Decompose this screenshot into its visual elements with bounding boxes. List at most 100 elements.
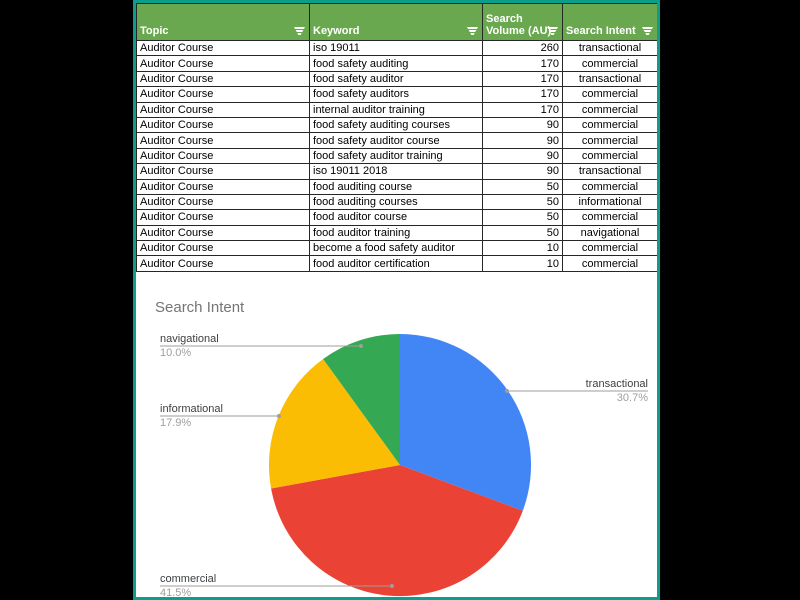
filter-icon[interactable] <box>547 27 558 35</box>
cell-volume[interactable]: 90 <box>482 116 563 134</box>
cell-volume[interactable]: 50 <box>482 178 563 195</box>
table-row: Auditor Course food auditor course 50 comme… <box>136 209 657 226</box>
cell-intent[interactable]: navigational <box>562 224 657 242</box>
pie-leader-dot <box>505 389 509 393</box>
pie-label-name: transactional <box>585 378 648 390</box>
chart-title: Search Intent <box>155 299 245 316</box>
cell-volume[interactable]: 50 <box>482 224 563 242</box>
cell-intent[interactable]: commercial <box>562 255 657 272</box>
column-header-search-volume-label: Search Volume (AU) <box>486 13 552 37</box>
cell-keyword[interactable]: internal auditor training <box>309 101 483 118</box>
cell-volume[interactable]: 170 <box>482 86 563 103</box>
filter-icon[interactable] <box>642 27 653 35</box>
cell-topic[interactable]: Auditor Course <box>136 55 310 72</box>
cell-volume[interactable]: 10 <box>482 240 563 257</box>
cell-topic[interactable]: Auditor Course <box>136 101 310 118</box>
column-header-search-volume[interactable]: Search Volume (AU) <box>482 3 563 41</box>
cell-topic[interactable]: Auditor Course <box>136 255 310 272</box>
cell-topic[interactable]: Auditor Course <box>136 163 310 180</box>
cell-topic[interactable]: Auditor Course <box>136 224 310 242</box>
pie-chart-section[interactable]: Search Intent navigational 10.0% informa… <box>139 289 657 599</box>
cell-topic[interactable]: Auditor Course <box>136 147 310 165</box>
pie-slice-navigational[interactable] <box>323 334 400 465</box>
pie-slice-transactional[interactable] <box>400 334 532 511</box>
cell-volume[interactable]: 170 <box>482 101 563 118</box>
table-row: Auditor Course food auditing courses 50 inf… <box>136 193 657 211</box>
column-header-keyword[interactable]: Keyword <box>309 3 483 41</box>
table-row: Auditor Course food auditor training 50 nav… <box>136 224 657 242</box>
filter-icon[interactable] <box>294 27 305 35</box>
cell-topic[interactable]: Auditor Course <box>136 86 310 103</box>
cell-intent[interactable]: commercial <box>562 147 657 165</box>
cell-volume[interactable]: 50 <box>482 193 563 211</box>
pie-label-percent: 41.5% <box>160 587 192 599</box>
pie-label-name: navigational <box>160 333 219 345</box>
pie-slice-commercial[interactable] <box>271 465 523 597</box>
cell-volume[interactable]: 50 <box>482 209 563 226</box>
cell-intent[interactable]: commercial <box>562 55 657 72</box>
cell-keyword[interactable]: food safety auditor <box>309 70 483 88</box>
cell-intent[interactable]: transactional <box>562 163 657 180</box>
cell-topic[interactable]: Auditor Course <box>136 116 310 134</box>
cell-intent[interactable]: commercial <box>562 209 657 226</box>
table-row: Auditor Course food safety auditor traini… <box>136 147 657 165</box>
column-header-search-intent-label: Search Intent <box>566 25 636 37</box>
pie-label-name: informational <box>160 403 223 415</box>
cell-intent[interactable]: transactional <box>562 70 657 88</box>
cell-volume[interactable]: 90 <box>482 163 563 180</box>
cell-intent[interactable]: commercial <box>562 132 657 149</box>
pie-leader-dot <box>390 584 394 588</box>
spreadsheet-content: Topic Keyword Search Volume (AU) Search … <box>133 0 660 600</box>
cell-intent[interactable]: commercial <box>562 178 657 195</box>
table-row: Auditor Course food safety auditor course… <box>136 132 657 149</box>
pie-label-percent: 30.7% <box>616 392 648 404</box>
table-row: Auditor Course internal auditor training 1… <box>136 101 657 118</box>
cell-topic[interactable]: Auditor Course <box>136 240 310 257</box>
cell-keyword[interactable]: food auditing courses <box>309 193 483 211</box>
cell-keyword[interactable]: food auditing course <box>309 178 483 195</box>
table-header: Topic Keyword Search Volume (AU) Search … <box>136 3 657 41</box>
cell-volume[interactable]: 10 <box>482 255 563 272</box>
cell-intent[interactable]: commercial <box>562 240 657 257</box>
cell-topic[interactable]: Auditor Course <box>136 70 310 88</box>
pie-label-informational: informational 17.9% <box>160 403 223 429</box>
cell-topic[interactable]: Auditor Course <box>136 193 310 211</box>
cell-topic[interactable]: Auditor Course <box>136 178 310 195</box>
cell-keyword[interactable]: food auditor training <box>309 224 483 242</box>
pie-leader-dot <box>359 344 363 348</box>
cell-keyword[interactable]: food auditor certification <box>309 255 483 272</box>
cell-intent[interactable]: informational <box>562 193 657 211</box>
cell-keyword[interactable]: food safety auditor training <box>309 147 483 165</box>
cell-keyword[interactable]: iso 19011 2018 <box>309 163 483 180</box>
cell-intent[interactable]: transactional <box>562 39 657 57</box>
table-row: Auditor Course iso 19011 260 transactional <box>136 39 657 57</box>
cell-keyword[interactable]: food safety auditing courses <box>309 116 483 134</box>
cell-keyword[interactable]: become a food safety auditor <box>309 240 483 257</box>
cell-intent[interactable]: commercial <box>562 86 657 103</box>
cell-topic[interactable]: Auditor Course <box>136 132 310 149</box>
pie-label-name: commercial <box>160 573 217 585</box>
cell-intent[interactable]: commercial <box>562 101 657 118</box>
cell-volume[interactable]: 170 <box>482 70 563 88</box>
pie-slice-informational[interactable] <box>268 359 400 489</box>
column-header-topic[interactable]: Topic <box>136 3 310 41</box>
cell-volume[interactable]: 90 <box>482 132 563 149</box>
pie-chart-svg <box>160 334 648 597</box>
column-header-search-intent[interactable]: Search Intent <box>562 3 657 41</box>
keyword-table: Topic Keyword Search Volume (AU) Search … <box>136 3 657 272</box>
cell-topic[interactable]: Auditor Course <box>136 39 310 57</box>
cell-keyword[interactable]: food safety auditor course <box>309 132 483 149</box>
cell-volume[interactable]: 260 <box>482 39 563 57</box>
cell-topic[interactable]: Auditor Course <box>136 209 310 226</box>
cell-volume[interactable]: 90 <box>482 147 563 165</box>
cell-intent[interactable]: commercial <box>562 116 657 134</box>
table-row: Auditor Course food safety auditor 170 tran… <box>136 70 657 88</box>
filter-icon[interactable] <box>467 27 478 35</box>
cell-keyword[interactable]: food safety auditing <box>309 55 483 72</box>
cell-keyword[interactable]: food safety auditors <box>309 86 483 103</box>
pie-label-commercial: commercial 41.5% <box>160 573 217 599</box>
cell-volume[interactable]: 170 <box>482 55 563 72</box>
cell-keyword[interactable]: iso 19011 <box>309 39 483 57</box>
cell-keyword[interactable]: food auditor course <box>309 209 483 226</box>
column-header-topic-label: Topic <box>140 25 169 37</box>
